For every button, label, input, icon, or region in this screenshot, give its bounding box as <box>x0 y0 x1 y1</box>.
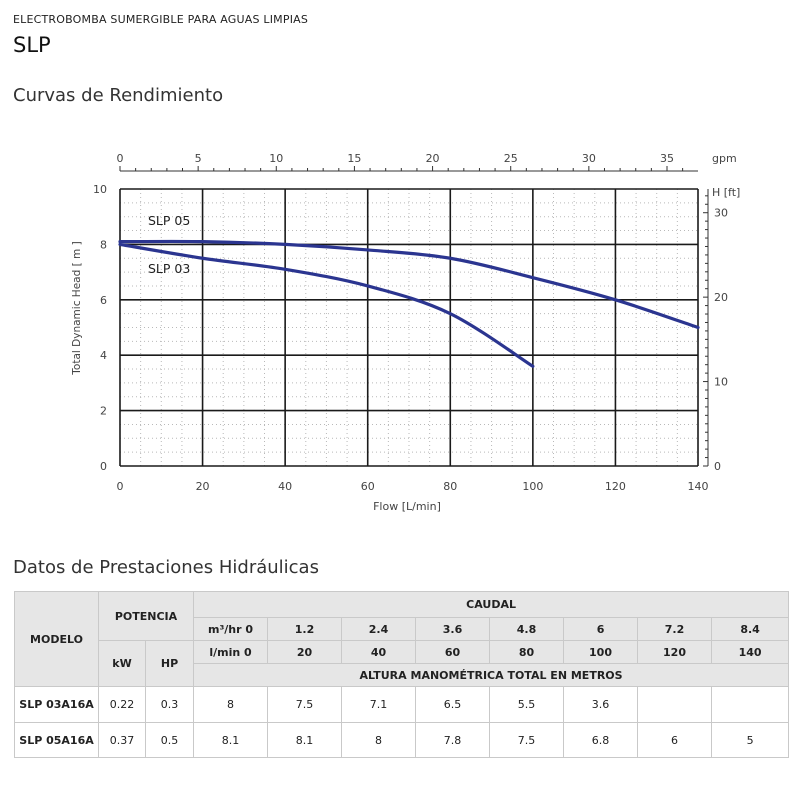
x-tick-label: 80 <box>443 480 457 493</box>
page-subtitle: ELECTROBOMBA SUMERGIBLE PARA AGUAS LIMPI… <box>13 13 309 26</box>
flow-m3-row: m³/hr 0 1.2 2.4 3.6 4.8 6 7.2 8.4 <box>15 617 790 641</box>
flow-m3-cell: 7.2 <box>637 617 713 641</box>
modelo-header: MODELO <box>14 591 99 687</box>
head-value-cell <box>637 686 713 723</box>
flow-lmin-cell: 120 <box>637 640 713 664</box>
ft-tick-label: 10 <box>714 376 728 389</box>
hp-cell: 0.5 <box>144 722 195 758</box>
flow-m3-cell: 1.2 <box>267 617 343 641</box>
gpm-tick-label: 0 <box>117 152 124 165</box>
x-tick-label: 100 <box>522 480 543 493</box>
head-value-cell: 7.8 <box>415 722 491 758</box>
right-axis-label: H [ft] <box>712 186 740 199</box>
head-value-cell <box>711 686 790 723</box>
table-row: SLP 05A16A 0.37 0.5 8.1 8.1 8 7.8 7.5 6.8 6 5 <box>14 722 790 758</box>
head-value-cell: 7.5 <box>489 722 565 758</box>
x-tick-label: 40 <box>278 480 292 493</box>
x-axis-label: Flow [L/min] <box>373 500 441 513</box>
caudal-header: CAUDAL <box>193 591 790 618</box>
kw-cell: 0.37 <box>98 722 146 758</box>
head-value-cell: 5.5 <box>489 686 565 723</box>
performance-table: MODELO POTENCIA CAUDAL m³/hr 0 1.2 2.4 3.6 4… <box>14 591 790 758</box>
y-tick-label: 0 <box>100 460 107 473</box>
y-tick-label: 6 <box>100 294 107 307</box>
head-value-cell: 8 <box>341 722 417 758</box>
kw-header: kW <box>98 640 146 687</box>
gpm-tick-label: 35 <box>660 152 674 165</box>
ft-tick-label: 0 <box>714 460 721 473</box>
performance-chart: 0 5 10 15 20 25 30 35 0 10 20 30 0 20 40 60 80 100 120 140 0… <box>71 152 740 513</box>
head-value-cell: 3.6 <box>563 686 639 723</box>
gpm-tick-label: 15 <box>347 152 361 165</box>
kw-cell: 0.22 <box>98 686 146 723</box>
flow-lmin-cell: 100 <box>563 640 639 664</box>
flow-lmin-cell: 80 <box>489 640 565 664</box>
performance-table-heading: Datos de Prestaciones Hidráulicas <box>13 557 319 578</box>
series-label-slp-05: SLP 05 <box>148 213 190 228</box>
flow-lmin-row: kW HP l/min 0 20 40 60 80 100 120 140 <box>15 640 790 687</box>
altura-header: ALTURA MANOMÉTRICA TOTAL EN METROS <box>193 663 790 687</box>
top-axis-label: gpm <box>712 152 737 165</box>
hp-cell: 0.3 <box>144 686 195 723</box>
head-value-cell: 8 <box>193 686 269 723</box>
head-value-cell: 7.5 <box>267 686 343 723</box>
y-tick-label: 8 <box>100 238 107 251</box>
gpm-tick-label: 10 <box>269 152 283 165</box>
flow-lmin-cell: 140 <box>711 640 790 664</box>
curves-heading: Curvas de Rendimiento <box>13 85 224 106</box>
series-line-slp-03 <box>118 242 535 368</box>
y-tick-label: 2 <box>100 405 107 418</box>
y-tick-label: 4 <box>100 349 107 362</box>
minor-grid <box>120 189 698 466</box>
flow-lmin-cell: 40 <box>341 640 417 664</box>
flow-m3-cell: m³/hr 0 <box>193 617 269 641</box>
head-value-cell: 6.8 <box>563 722 639 758</box>
model-title: SLP <box>13 33 51 57</box>
flow-m3-cell: 4.8 <box>489 617 565 641</box>
ft-tick-label: 20 <box>714 291 728 304</box>
x-tick-label: 0 <box>117 480 124 493</box>
flow-lmin-cell: 20 <box>267 640 343 664</box>
series-group <box>118 239 700 368</box>
series-label-slp-03: SLP 03 <box>148 261 190 276</box>
table-header-row: MODELO POTENCIA CAUDAL <box>14 591 790 687</box>
hp-header: HP <box>144 640 195 687</box>
x-tick-label: 120 <box>605 480 626 493</box>
gpm-tick-label: 25 <box>504 152 518 165</box>
head-value-cell: 6 <box>637 722 713 758</box>
chart-axes <box>119 166 709 467</box>
flow-m3-cell: 8.4 <box>711 617 790 641</box>
ft-tick-label: 30 <box>714 207 728 220</box>
head-value-cell: 8.1 <box>267 722 343 758</box>
flow-lmin-cell: l/min 0 <box>193 640 269 664</box>
gpm-tick-label: 20 <box>426 152 440 165</box>
table-row: SLP 03A16A 0.22 0.3 8 7.5 7.1 6.5 5.5 3.6 <box>14 686 790 723</box>
y-axis-label: Total Dynamic Head [ m ] <box>71 241 83 375</box>
head-value-cell: 5 <box>711 722 790 758</box>
y-tick-label: 10 <box>93 183 107 196</box>
flow-m3-cell: 6 <box>563 617 639 641</box>
potencia-header: POTENCIA <box>97 591 195 641</box>
head-value-cell: 8.1 <box>193 722 269 758</box>
model-cell: SLP 03A16A <box>14 686 99 723</box>
flow-m3-cell: 3.6 <box>415 617 491 641</box>
model-cell: SLP 05A16A <box>14 722 99 758</box>
gpm-tick-label: 5 <box>195 152 202 165</box>
x-tick-label: 20 <box>196 480 210 493</box>
head-value-cell: 6.5 <box>415 686 491 723</box>
head-value-cell: 7.1 <box>341 686 417 723</box>
x-tick-label: 60 <box>361 480 375 493</box>
flow-m3-cell: 2.4 <box>341 617 417 641</box>
flow-lmin-cell: 60 <box>415 640 491 664</box>
x-tick-label: 140 <box>688 480 709 493</box>
tick-labels: 0 5 10 15 20 25 30 35 0 10 20 30 0 20 40 60 80 100 120 140 0… <box>93 152 728 493</box>
series-line-slp-05 <box>118 239 700 330</box>
gpm-tick-label: 30 <box>582 152 596 165</box>
